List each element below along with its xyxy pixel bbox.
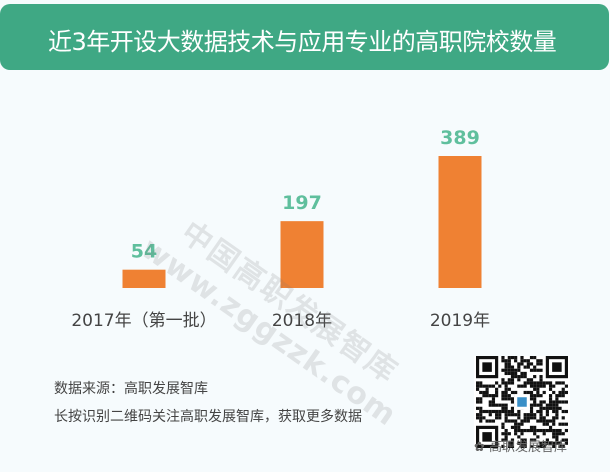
bar-1 xyxy=(280,221,324,288)
category-label-1: 2018年 xyxy=(272,311,332,331)
wechat-icon: ✿ xyxy=(474,440,490,455)
wechat-name: 高职发展智库 xyxy=(489,440,568,455)
title-bar: 近3年开设大数据技术与应用专业的高职院校数量 xyxy=(0,4,609,70)
category-label-0: 2017年（第一批） xyxy=(71,311,216,331)
chart-title: 近3年开设大数据技术与应用专业的高职院校数量 xyxy=(48,28,557,56)
cta-note: 长按识别二维码关注高职发展智库，获取更多数据 xyxy=(54,409,362,425)
value-label-0: 54 xyxy=(131,241,157,263)
value-label-2: 389 xyxy=(440,127,480,149)
value-label-1: 197 xyxy=(282,192,322,214)
bar-chart: 54 2017年（第一批） 197 2018年 389 2019年 xyxy=(71,127,490,331)
bar-0 xyxy=(122,269,166,288)
bar-2 xyxy=(438,156,482,288)
wechat-account: ✿ 高职发展智库 xyxy=(474,436,567,455)
source-note: 数据来源：高职发展智库 xyxy=(54,381,208,397)
qr-code[interactable] xyxy=(474,356,570,448)
category-label-2: 2019年 xyxy=(430,311,490,331)
